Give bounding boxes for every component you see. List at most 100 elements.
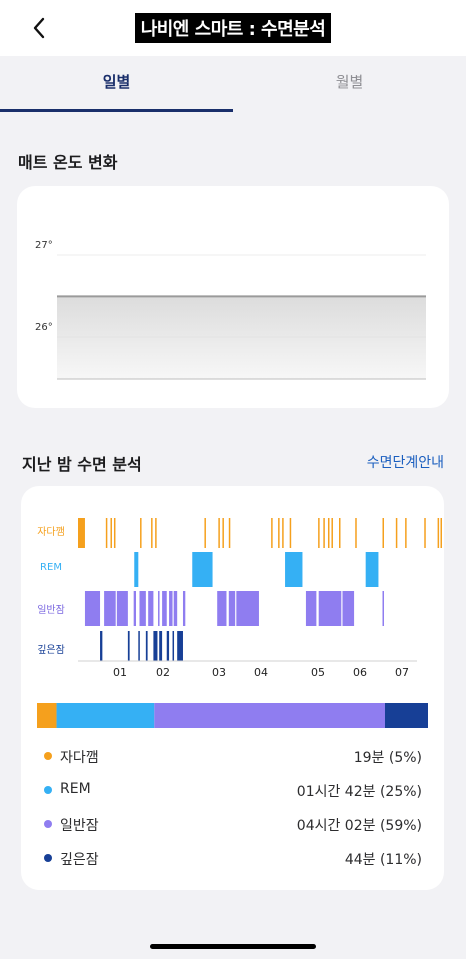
- distribution-segment: [384, 703, 428, 728]
- stage-segment-deep: [138, 631, 140, 661]
- stage-segment-light: [158, 591, 160, 626]
- distribution-segment: [154, 703, 385, 728]
- stage-segment-deep: [159, 631, 163, 661]
- legend-label: 일반잠: [60, 818, 99, 834]
- stage-segment-rem: [285, 552, 303, 587]
- stage-segment-awake: [318, 518, 320, 548]
- stage-segment-deep: [145, 631, 148, 661]
- legend-row-awake: 자다깸 19분 (5%): [41, 745, 425, 769]
- legend-row-rem: REM 01시간 42분 (25%): [41, 779, 425, 803]
- hour-tick-label: 05: [311, 666, 325, 679]
- hour-tick-label: 06: [353, 666, 367, 679]
- temperature-area: [57, 296, 426, 379]
- legend-value: 01시간 42분 (25%): [296, 784, 422, 800]
- stage-segment-deep: [153, 631, 158, 661]
- stage-segment-deep: [177, 631, 183, 661]
- temperature-section-title: 매트 온도 변화: [18, 153, 118, 172]
- stage-segment-awake: [278, 518, 280, 548]
- legend-value: 04시간 02분 (59%): [296, 818, 422, 834]
- hour-tick-label: 04: [254, 666, 268, 679]
- sleep-analysis-card: 자다깸 REM 일반잠 깊은잠 01 02 03 04 05 06 07 자다깸 19분 (…: [21, 486, 444, 890]
- home-indicator: [150, 944, 316, 949]
- stage-label-deep: 깊은잠: [37, 645, 65, 656]
- stage-segment-light: [148, 591, 154, 626]
- legend-value: 44분 (11%): [344, 852, 422, 868]
- stage-segment-light: [84, 591, 101, 626]
- stage-segment-awake: [78, 518, 85, 548]
- stage-segment-light: [173, 591, 178, 626]
- stage-segment-awake: [440, 518, 442, 548]
- chevron-left-icon: [33, 17, 45, 39]
- stage-segment-light: [139, 591, 146, 626]
- stage-segment-awake: [327, 518, 330, 548]
- back-button[interactable]: [26, 14, 54, 42]
- stage-label-light: 일반잠: [37, 605, 65, 616]
- stage-segment-rem: [134, 552, 139, 587]
- stage-segment-deep: [166, 631, 170, 661]
- stage-segment-light: [382, 591, 384, 626]
- y-tick-27: 27°: [35, 240, 53, 251]
- period-tabs: 일별 월별: [0, 56, 466, 114]
- stage-segment-awake: [331, 518, 333, 548]
- app-header: 나비엔 스마트 : 수면분석: [0, 0, 466, 56]
- stage-segment-light: [169, 591, 173, 626]
- page-title: 나비엔 스마트 : 수면분석: [134, 13, 332, 43]
- temperature-card: 27° 26°: [17, 186, 449, 408]
- stage-segment-light: [228, 591, 236, 626]
- hour-tick-label: 01: [113, 666, 127, 679]
- stage-segment-light: [162, 591, 167, 626]
- stage-segment-awake: [140, 518, 142, 548]
- stage-segment-awake: [382, 518, 384, 548]
- legend-dot-icon: [44, 786, 52, 794]
- stage-segment-awake: [424, 518, 426, 548]
- stage-segment-light: [104, 591, 116, 626]
- tab-monthly[interactable]: 월별: [335, 73, 364, 91]
- stage-segment-awake: [105, 518, 108, 548]
- stage-segment-awake: [271, 518, 273, 548]
- stage-segment-deep: [172, 631, 175, 661]
- sleep-section-title: 지난 밤 수면 분석: [22, 455, 142, 474]
- stage-label-awake: 자다깸: [37, 527, 65, 538]
- sleep-distribution-bar: [37, 703, 428, 728]
- stage-segment-awake: [113, 518, 116, 548]
- stage-segment-light: [182, 591, 186, 626]
- stage-segment-awake: [405, 518, 407, 548]
- sleep-stage-guide-link[interactable]: 수면단계안내: [366, 455, 444, 471]
- hour-tick-label: 02: [156, 666, 170, 679]
- stage-segment-awake: [437, 518, 440, 548]
- stage-segment-awake: [110, 518, 112, 548]
- distribution-segment: [56, 703, 155, 728]
- legend-label: REM: [60, 781, 91, 797]
- stage-segment-deep: [127, 631, 130, 661]
- stage-segment-light: [116, 591, 128, 626]
- y-tick-26: 26°: [35, 322, 53, 333]
- distribution-segment: [37, 703, 57, 728]
- legend-dot-icon: [44, 854, 52, 862]
- legend-row-deep: 깊은잠 44분 (11%): [41, 847, 425, 871]
- stage-segment-awake: [339, 518, 341, 548]
- tab-daily[interactable]: 일별: [102, 73, 131, 91]
- stage-segment-awake: [395, 518, 398, 548]
- stage-segment-light: [217, 591, 227, 626]
- stage-segment-awake: [228, 518, 231, 548]
- active-tab-indicator: [0, 109, 233, 112]
- stage-segment-light: [318, 591, 342, 626]
- sleep-stage-chart: 01 02 03 04 05 06 07: [78, 518, 442, 679]
- temperature-chart: [57, 254, 426, 380]
- legend-value: 19분 (5%): [353, 750, 422, 766]
- legend-label: 자다깸: [60, 750, 99, 766]
- stage-segment-awake: [355, 518, 357, 548]
- stage-segment-awake: [151, 518, 153, 548]
- stage-segment-awake: [155, 518, 157, 548]
- stage-segment-light: [305, 591, 317, 626]
- stage-segment-awake: [218, 518, 220, 548]
- stage-segment-awake: [204, 518, 206, 548]
- stage-segment-light: [236, 591, 259, 626]
- stage-label-rem: REM: [40, 562, 62, 573]
- stage-segment-awake: [222, 518, 224, 548]
- stage-segment-awake: [323, 518, 325, 548]
- hour-tick-label: 07: [395, 666, 409, 679]
- stage-segment-light: [133, 591, 136, 626]
- legend-label: 깊은잠: [60, 852, 99, 868]
- stage-segment-light: [342, 591, 355, 626]
